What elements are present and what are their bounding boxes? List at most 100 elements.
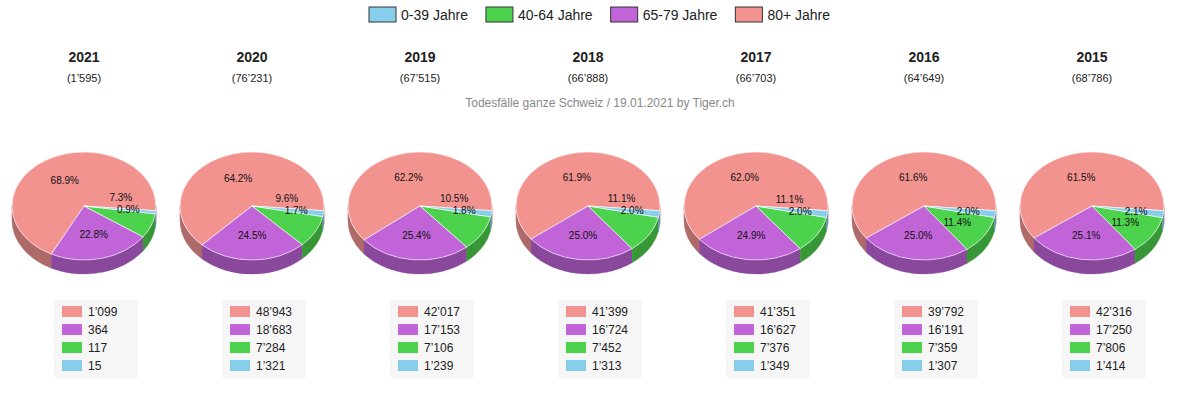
- value-label: 16’724: [592, 323, 628, 337]
- value-list: 41’39916’7247’4521’313: [558, 300, 642, 378]
- value-label: 16’191: [928, 323, 964, 337]
- value-label: 42’316: [1096, 305, 1132, 319]
- value-swatch: [230, 342, 250, 353]
- value-swatch: [734, 342, 754, 353]
- pie-top: [852, 152, 996, 260]
- chart-title: 2015: [1076, 49, 1107, 65]
- pie-labels: 2.0%11.1%25.0%61.9%: [563, 172, 644, 241]
- value-label: 16’627: [760, 323, 796, 337]
- pie-labels: 2.0%11.1%24.9%62.0%: [731, 172, 812, 241]
- value-list-box: [222, 300, 306, 378]
- value-label: 17’250: [1096, 323, 1132, 337]
- pie-slice: [180, 152, 324, 245]
- pie-chart: 2020(76’231)1.7%9.6%24.5%64.2%48’94318’6…: [180, 49, 324, 378]
- percentage-label: 25.4%: [402, 230, 430, 241]
- pie-labels: 1.8%10.5%25.4%62.2%: [394, 172, 475, 241]
- value-label: 7’806: [1096, 341, 1126, 355]
- value-list: 39’792 16’191 7’359 1’307: [894, 300, 978, 378]
- percentage-label: 62.2%: [394, 172, 422, 183]
- percentage-label: 25.1%: [1072, 230, 1100, 241]
- legend-label: 65-79 Jahre: [643, 7, 718, 23]
- pie-top: [684, 152, 828, 260]
- legend-item: 0-39 Jahre: [369, 7, 468, 23]
- value-label: 15: [88, 359, 102, 373]
- value-swatch: [62, 342, 82, 353]
- value-list: 48’94318’6837’2841’321: [222, 300, 306, 378]
- pie-labels: 0.9%7.3%22.8%68.9%: [51, 175, 140, 241]
- value-list-box: [54, 300, 138, 378]
- value-swatch: [566, 324, 586, 335]
- value-swatch: [566, 360, 586, 371]
- value-label: 1’349: [760, 359, 790, 373]
- legend-label: 0-39 Jahre: [401, 7, 468, 23]
- value-swatch: [62, 324, 82, 335]
- percentage-label: 62.0%: [731, 172, 759, 183]
- value-swatch: [1070, 324, 1090, 335]
- chart-title: 2017: [740, 49, 771, 65]
- value-list: 42’31617’2507’8061’414: [1062, 300, 1146, 378]
- pie-labels: 1.7%9.6%24.5%64.2%: [224, 173, 308, 242]
- legend-swatch: [735, 7, 762, 22]
- chart-subtitle: (76’231): [232, 72, 272, 84]
- value-list-box: [894, 300, 978, 378]
- percentage-label: 7.3%: [109, 192, 132, 203]
- legend: 0-39 Jahre 40-64 Jahre 65-79 Jahre 80+ Jahr…: [369, 7, 830, 23]
- percentage-label: 9.6%: [275, 193, 298, 204]
- value-list: 41’35116’6277’3761’349: [726, 300, 810, 378]
- value-swatch: [1070, 342, 1090, 353]
- pie-chart: 2019(67’515)1.8%10.5%25.4%62.2%42’01717’…: [348, 49, 492, 378]
- chart-subtitle: (1’595): [67, 72, 101, 84]
- value-swatch: [1070, 360, 1090, 371]
- percentage-label: 25.0%: [569, 230, 597, 241]
- legend-label: 40-64 Jahre: [518, 7, 593, 23]
- legend-swatch: [486, 7, 513, 22]
- chart-subtitle: (68’786): [1072, 72, 1112, 84]
- percentage-label: 61.6%: [899, 172, 927, 183]
- value-swatch: [230, 360, 250, 371]
- value-label: 1’313: [592, 359, 622, 373]
- percentage-label: 25.0%: [904, 230, 932, 241]
- percentage-label: 0.9%: [117, 204, 140, 215]
- value-label: 1’307: [928, 359, 958, 373]
- value-swatch: [902, 360, 922, 371]
- value-label: 17’153: [424, 323, 460, 337]
- pie-chart: 2021(1’595)0.9%7.3%22.8%68.9%1’099364117…: [12, 49, 156, 378]
- value-list: 42’01717’1537’1061’239: [390, 300, 474, 378]
- value-swatch: [62, 306, 82, 317]
- percentage-label: 11.3%: [1111, 217, 1139, 228]
- value-label: 39’792: [928, 305, 964, 319]
- pie-chart: 2016(64’649)2.0%11.4%25.0%61.6%39’79216’…: [852, 49, 996, 378]
- value-swatch: [1070, 306, 1090, 317]
- legend-label: 80+ Jahre: [767, 7, 830, 23]
- value-swatch: [734, 324, 754, 335]
- chart-title: 2019: [404, 49, 435, 65]
- value-swatch: [230, 306, 250, 317]
- value-swatch: [398, 306, 418, 317]
- percentage-label: 24.5%: [238, 230, 266, 241]
- value-label: 364: [88, 323, 108, 337]
- value-label: 7’359: [928, 341, 958, 355]
- value-swatch: [566, 342, 586, 353]
- value-swatch: [398, 342, 418, 353]
- percentage-label: 11.4%: [943, 217, 971, 228]
- chart-title: 2016: [908, 49, 939, 65]
- value-swatch: [566, 306, 586, 317]
- pie-labels: 2.0%11.4%25.0%61.6%: [899, 172, 980, 241]
- percentage-label: 10.5%: [440, 193, 468, 204]
- pie-chart: 2015(68’786)2.1%11.3%25.1%61.5%42’31617’…: [1020, 49, 1164, 378]
- percentage-label: 11.1%: [776, 194, 804, 205]
- value-swatch: [902, 306, 922, 317]
- percentage-label: 2.0%: [621, 205, 644, 216]
- value-label: 41’399: [592, 305, 628, 319]
- chart-subtitle: (66’703): [736, 72, 776, 84]
- chart-subtitle: (64’649): [904, 72, 944, 84]
- value-list-box: [1062, 300, 1146, 378]
- pie-top: [12, 152, 156, 260]
- pie-top: [1020, 152, 1164, 260]
- chart-subtitle: (67’515): [400, 72, 440, 84]
- value-swatch: [902, 324, 922, 335]
- value-label: 42’017: [424, 305, 460, 319]
- pie-slice: [756, 206, 828, 217]
- value-label: 7’376: [760, 341, 790, 355]
- pie-top: [516, 152, 660, 260]
